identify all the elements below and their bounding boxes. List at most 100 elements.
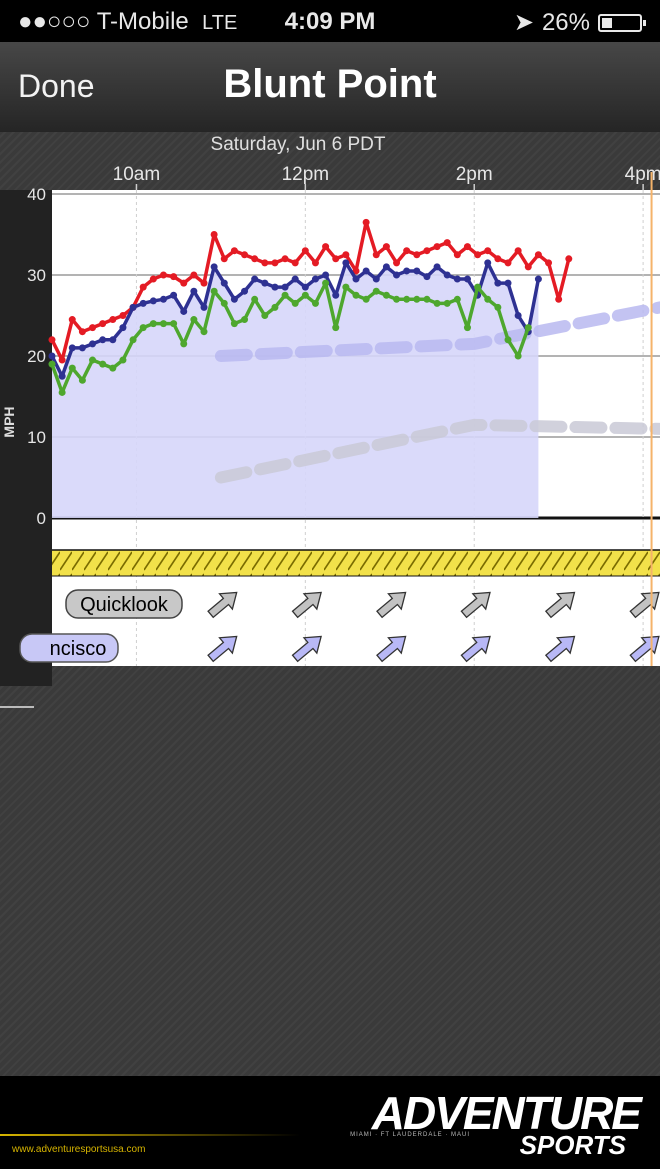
data-point xyxy=(109,364,117,372)
data-point xyxy=(504,259,512,267)
data-point xyxy=(119,356,127,364)
data-point xyxy=(332,324,340,332)
data-point xyxy=(413,295,421,303)
data-point xyxy=(463,324,471,332)
data-point xyxy=(58,372,66,380)
data-point xyxy=(524,263,532,271)
data-point xyxy=(423,273,431,281)
data-point xyxy=(190,271,198,279)
wind-direction-arrow-icon xyxy=(544,591,576,619)
data-point xyxy=(159,295,167,303)
data-point xyxy=(453,295,461,303)
data-point xyxy=(58,388,66,396)
data-point xyxy=(241,251,249,259)
data-point xyxy=(230,320,238,328)
navigation-bar: Done Blunt Point xyxy=(0,42,660,132)
data-point xyxy=(170,291,178,299)
time-tick-label: 12pm xyxy=(282,164,330,185)
data-point xyxy=(433,299,441,307)
data-point xyxy=(453,275,461,283)
data-point xyxy=(149,275,157,283)
data-point xyxy=(271,259,279,267)
data-point xyxy=(362,267,370,275)
y-tick-label: 10 xyxy=(27,428,46,447)
footer-url[interactable]: www.adventuresportsusa.com xyxy=(12,1144,146,1155)
data-point xyxy=(484,247,492,255)
data-point xyxy=(271,283,279,291)
y-tick-label: 40 xyxy=(27,185,46,204)
data-point xyxy=(159,271,167,279)
data-point xyxy=(149,297,157,305)
data-point xyxy=(170,320,178,328)
model-label: ncisco xyxy=(50,638,107,660)
data-point xyxy=(251,255,259,263)
data-point xyxy=(494,279,502,287)
data-point xyxy=(332,255,340,263)
logo-sports: SPORTS xyxy=(519,1130,626,1160)
data-point xyxy=(261,312,269,319)
data-point xyxy=(453,251,461,259)
data-point xyxy=(180,307,188,315)
data-point xyxy=(322,243,330,251)
data-point xyxy=(48,360,56,368)
data-point xyxy=(393,259,401,267)
location-arrow-icon: ➤ xyxy=(513,9,534,36)
data-point xyxy=(393,271,401,279)
series-line-gust xyxy=(50,220,571,362)
data-point xyxy=(474,251,482,259)
footer-banner[interactable]: www.adventuresportsusa.com ADVENTURE MIA… xyxy=(0,1076,660,1169)
data-point xyxy=(311,275,319,283)
data-point xyxy=(352,291,360,299)
forecast-line xyxy=(214,418,660,484)
data-point xyxy=(99,360,107,368)
data-point xyxy=(443,239,451,247)
y-axis-label: MPH xyxy=(1,406,17,437)
data-point xyxy=(281,283,289,291)
data-point xyxy=(180,279,188,287)
status-bar: ●●○○○ T-Mobile LTE 4:09 PM ➤ 26% xyxy=(0,0,660,42)
battery-icon xyxy=(598,13,646,32)
data-point xyxy=(463,275,471,283)
wind-direction-arrow-icon xyxy=(376,635,407,663)
data-point xyxy=(443,271,451,279)
data-point xyxy=(139,283,147,291)
data-point xyxy=(352,275,360,283)
carrier-name: ●●○○○ T-Mobile xyxy=(18,8,189,35)
model-badge[interactable] xyxy=(19,633,119,663)
data-point xyxy=(514,247,522,255)
done-button[interactable]: Done xyxy=(18,68,95,104)
data-point xyxy=(433,243,441,251)
data-point xyxy=(342,259,350,267)
data-point xyxy=(352,267,360,275)
data-point xyxy=(484,295,492,303)
data-point xyxy=(494,303,502,311)
data-point xyxy=(210,287,218,295)
wind-chart[interactable]: Saturday, Jun 6 PDT 10am 12pm 2pm 4pm 0 10 20… xyxy=(0,132,660,712)
network-type: LTE xyxy=(202,12,238,34)
wind-direction-arrow-icon xyxy=(544,635,576,663)
data-point xyxy=(301,283,309,291)
time-tick-label: 2pm xyxy=(456,164,493,185)
time-axis: 10am 12pm 2pm 4pm xyxy=(113,164,660,190)
data-point xyxy=(129,303,137,311)
data-point xyxy=(89,324,97,332)
data-point xyxy=(210,231,218,238)
data-point xyxy=(423,295,431,303)
data-point xyxy=(210,263,218,271)
data-point xyxy=(322,271,330,279)
data-point xyxy=(139,299,147,307)
data-point xyxy=(565,255,573,263)
series-lines xyxy=(48,218,573,396)
wind-direction-arrow-icon xyxy=(291,591,322,619)
data-point xyxy=(534,275,542,283)
wind-direction-arrow-icon xyxy=(460,635,491,663)
data-point xyxy=(474,283,482,291)
data-point xyxy=(291,275,299,283)
quicklook-badge[interactable] xyxy=(65,589,183,619)
data-point xyxy=(534,251,542,259)
y-axis-ticks: 0 10 20 30 40 xyxy=(27,185,46,528)
quicklook-label: Quicklook xyxy=(80,594,169,616)
data-point xyxy=(311,259,319,267)
data-point xyxy=(109,336,117,344)
data-point xyxy=(241,287,249,295)
